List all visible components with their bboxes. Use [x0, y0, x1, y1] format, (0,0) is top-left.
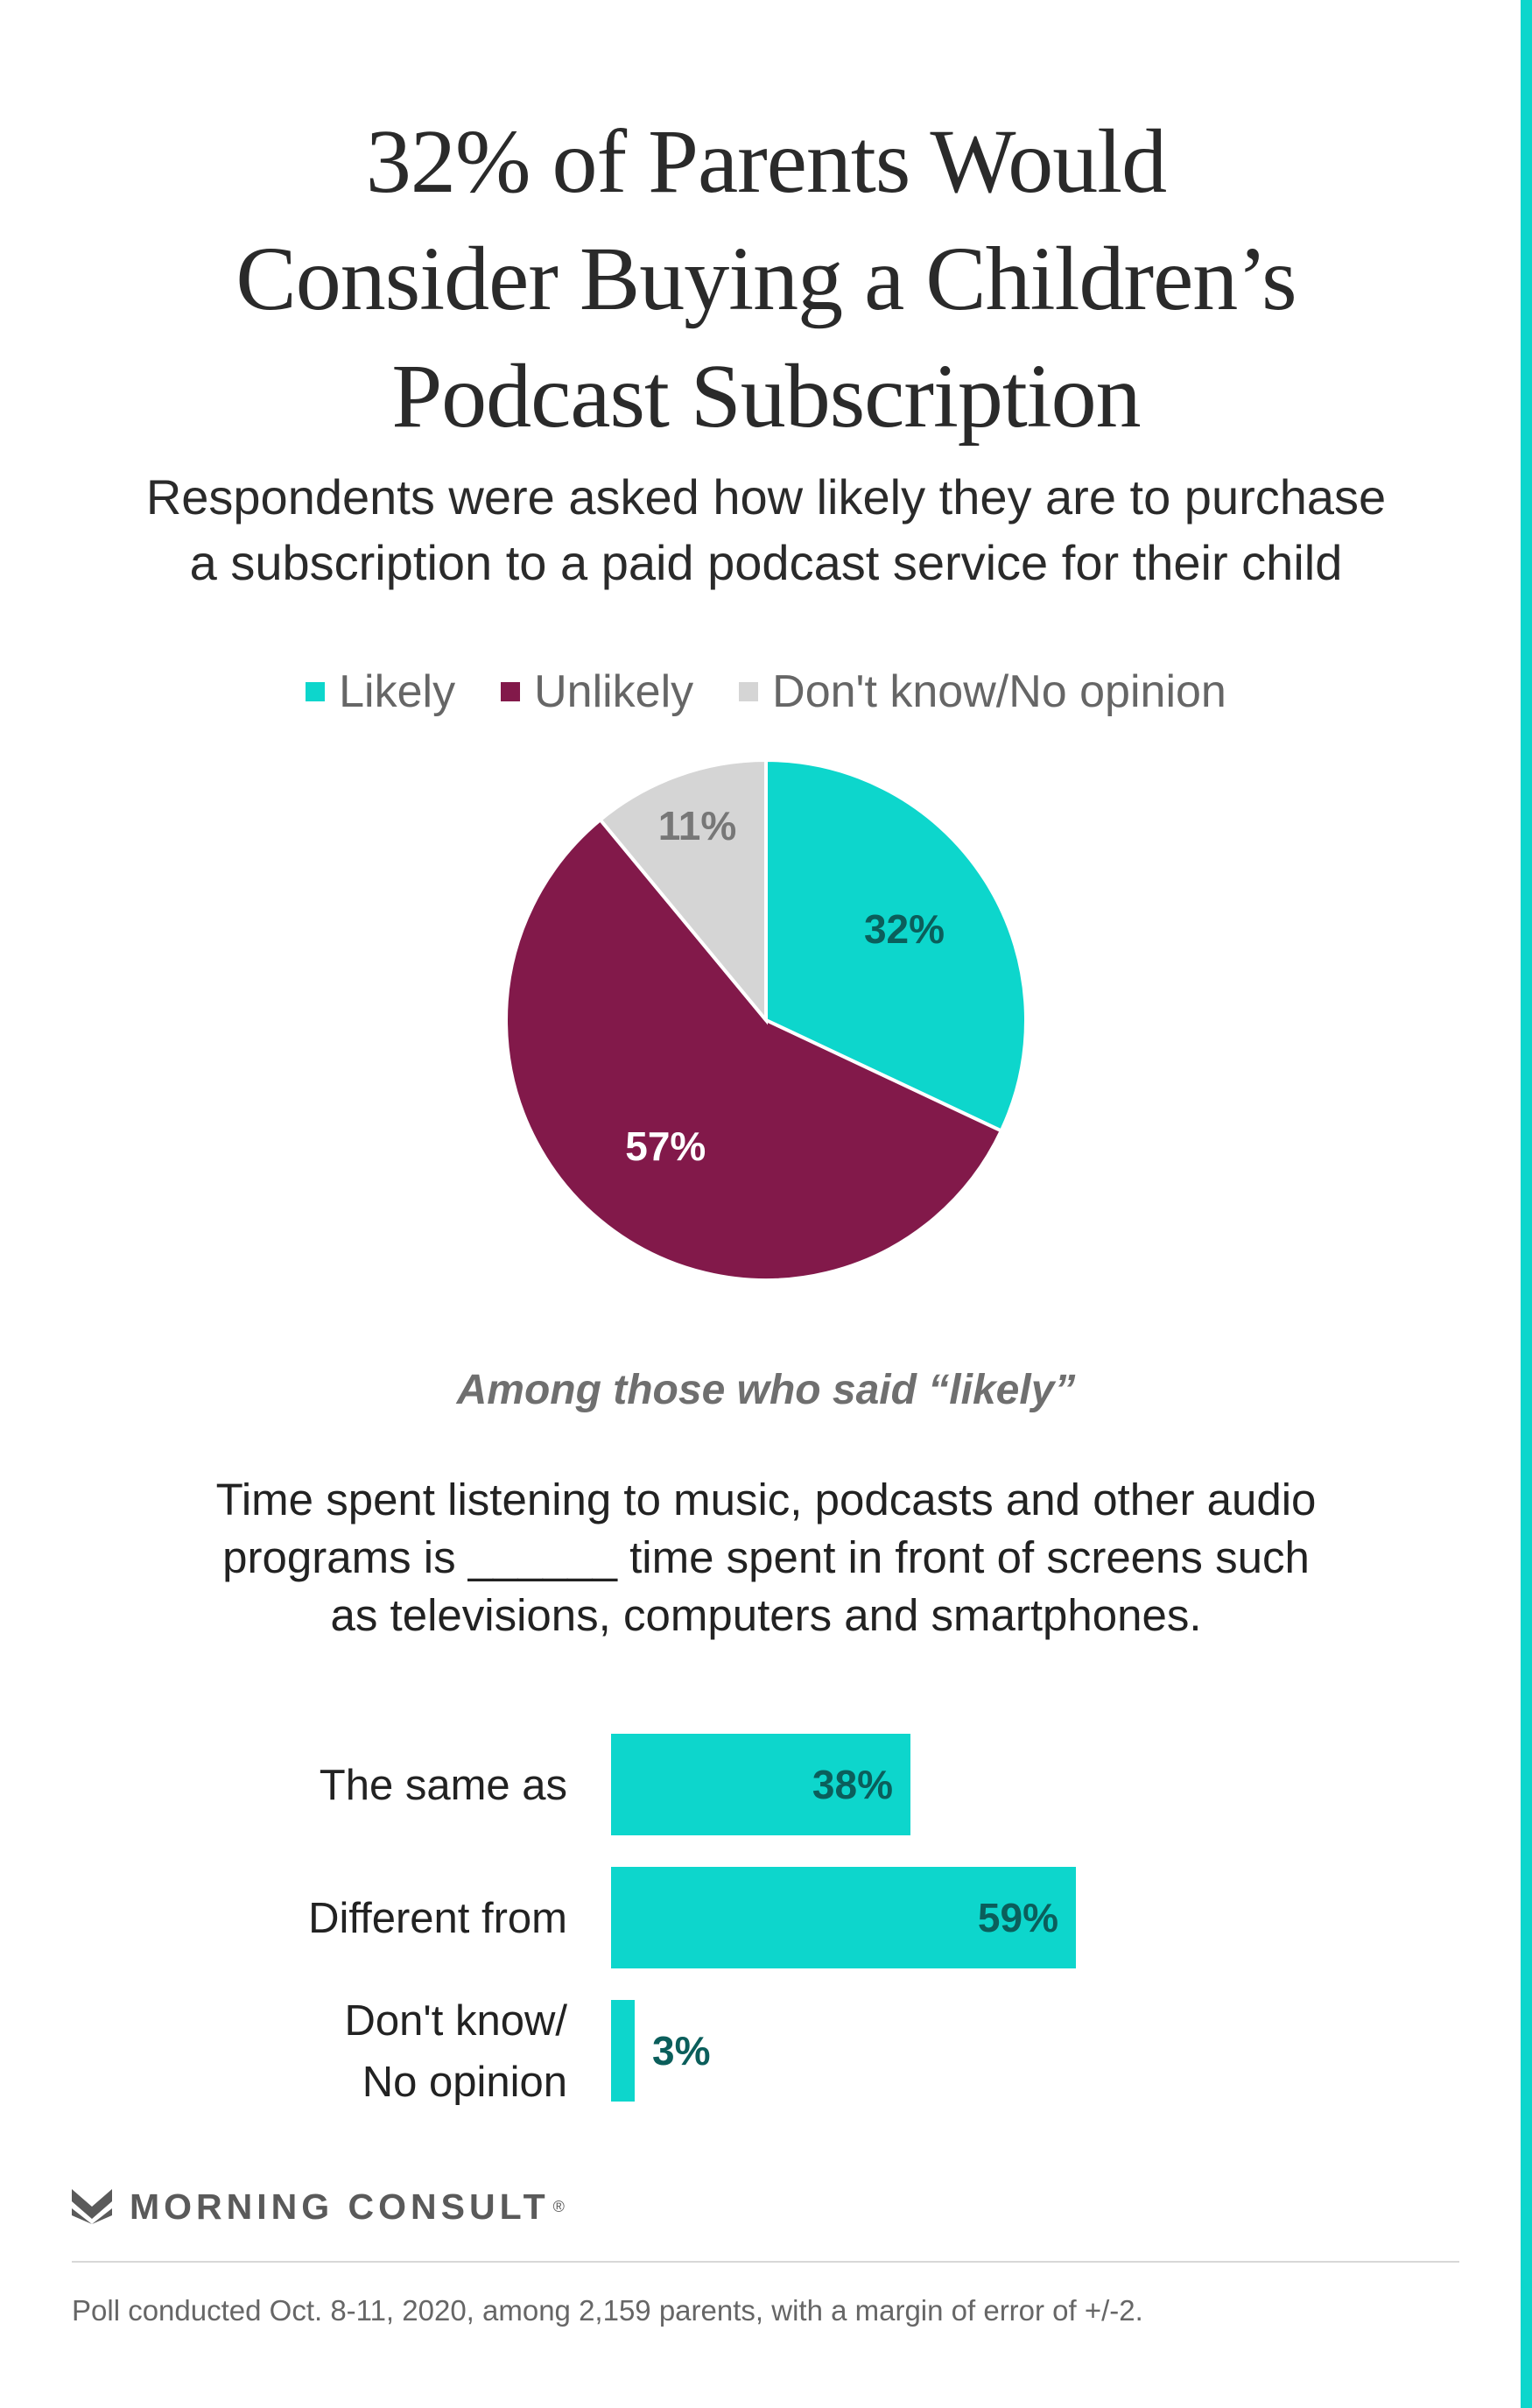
pie-legend: Likely Unlikely Don't know/No opinion: [0, 661, 1532, 722]
footer-divider: [72, 2261, 1459, 2263]
bar-dont-know-label-line-1: Don't know/: [345, 1997, 568, 2045]
pie-label-likely: 32%: [864, 906, 945, 952]
brand-registered-mark: ®: [552, 2197, 565, 2215]
brand-name: MORNING CONSULT: [130, 2186, 550, 2227]
legend-label-unlikely: Unlikely: [534, 666, 694, 717]
pie-slice-likely: [764, 757, 1028, 1134]
morning-consult-logo-icon: [72, 2189, 112, 2224]
question-line-2: programs is ______ time spent in front o…: [222, 1532, 1310, 1582]
bar-same-as-label: The same as: [320, 1762, 567, 1809]
title-line-2: Consider Buying a Children’s: [235, 229, 1297, 329]
pie-slice-dont-know: [597, 757, 768, 1025]
bar-dont-know-label-line-2: No opinion: [362, 2059, 567, 2106]
legend-swatch-dont-know: [739, 682, 759, 701]
bar-dont-know: [611, 2000, 635, 2102]
footnote: Poll conducted Oct. 8-11, 2020, among 2,…: [72, 2294, 1143, 2327]
title-line-1: 32% of Parents Would: [365, 111, 1167, 212]
subtitle-line-1: Respondents were asked how likely they a…: [145, 469, 1387, 525]
bar-question: Time spent listening to music, podcasts …: [0, 1471, 1532, 1644]
pie-label-unlikely: 57%: [625, 1123, 706, 1169]
legend-item-likely: Likely: [306, 665, 455, 718]
chart-title: 32% of Parents Would Consider Buying a C…: [0, 103, 1532, 455]
bar-different-from: [611, 1867, 1076, 1968]
legend-label-likely: Likely: [339, 666, 456, 717]
question-line-1: Time spent listening to music, podcasts …: [215, 1475, 1317, 1524]
legend-item-dont-know: Don't know/No opinion: [739, 665, 1226, 718]
bar-same-as-value: 38%: [812, 1762, 893, 1807]
pie-chart: 32% 57% 11%: [504, 757, 1028, 1282]
brand: MORNING CONSULT ®: [72, 2180, 565, 2233]
legend-swatch-likely: [306, 682, 326, 701]
accent-bar: [1521, 0, 1532, 2408]
bar-chart: 38% The same as 59% Different from 3% Don't k…: [308, 1734, 1076, 2106]
among-likely-heading: Among those who said “likely”: [456, 1367, 1076, 1413]
subtitle-line-2: a subscription to a paid podcast service…: [189, 535, 1343, 590]
title-line-3: Podcast Subscription: [391, 346, 1141, 447]
question-line-3: as televisions, computers and smartphone…: [330, 1590, 1202, 1640]
legend-item-unlikely: Unlikely: [501, 665, 693, 718]
legend-label-dont-know: Don't know/No opinion: [772, 666, 1226, 717]
bar-different-from-label: Different from: [308, 1895, 567, 1942]
pie-label-dont-know: 11%: [658, 803, 737, 848]
bar-same-as: [611, 1734, 910, 1835]
pie-slice-unlikely: [504, 817, 1004, 1282]
legend-swatch-unlikely: [501, 682, 521, 701]
chart-subtitle: Respondents were asked how likely they a…: [0, 464, 1532, 595]
bar-dont-know-value: 3%: [652, 2028, 710, 2074]
bar-different-from-value: 59%: [978, 1895, 1058, 1940]
